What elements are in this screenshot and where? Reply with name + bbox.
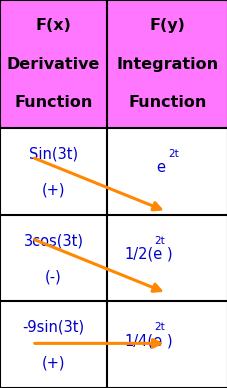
Text: -9sin(3t): -9sin(3t)	[22, 320, 84, 335]
Text: 2t: 2t	[153, 236, 164, 246]
Text: (+): (+)	[42, 356, 65, 371]
Text: F(x): F(x)	[35, 18, 71, 33]
Text: Function: Function	[14, 95, 92, 110]
Text: (+): (+)	[42, 182, 65, 197]
Text: F(y): F(y)	[149, 18, 185, 33]
Text: 2t: 2t	[168, 149, 179, 159]
Text: 1/4(e: 1/4(e	[124, 333, 162, 348]
Text: ): )	[166, 333, 171, 348]
Text: Sin(3t): Sin(3t)	[29, 146, 78, 161]
Text: 2t: 2t	[153, 322, 164, 332]
Text: 3cos(3t): 3cos(3t)	[23, 233, 83, 248]
Bar	[0, 0, 227, 128]
Text: Integration: Integration	[116, 57, 218, 71]
Text: ): )	[166, 247, 171, 262]
Text: Function: Function	[128, 95, 206, 110]
Text: 1/2(e: 1/2(e	[124, 247, 162, 262]
Text: (-): (-)	[45, 269, 62, 284]
Text: e: e	[155, 160, 164, 175]
Text: Derivative: Derivative	[7, 57, 100, 71]
